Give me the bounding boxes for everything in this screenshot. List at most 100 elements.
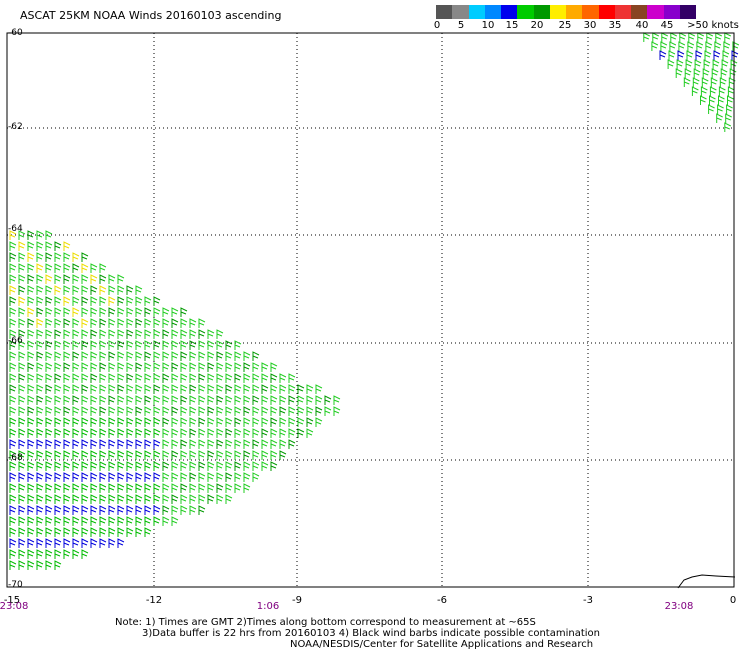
wind-barb <box>99 307 107 317</box>
wind-barb <box>99 538 107 548</box>
wind-barb <box>36 274 44 284</box>
wind-barb <box>108 428 116 438</box>
wind-barb <box>702 68 710 78</box>
coastline <box>677 574 736 589</box>
wind-barb <box>171 351 179 361</box>
wind-barb <box>153 373 161 383</box>
wind-barb <box>686 50 694 60</box>
wind-barb <box>45 362 53 372</box>
wind-barb <box>108 417 116 427</box>
wind-barb <box>216 450 224 460</box>
wind-barb <box>153 351 161 361</box>
wind-barb <box>81 296 89 306</box>
wind-barb <box>90 483 98 493</box>
colorbar-swatch <box>679 5 696 19</box>
wind-barb <box>709 95 716 105</box>
wind-barb <box>135 428 143 438</box>
wind-barb <box>162 307 170 317</box>
wind-barb <box>27 560 35 570</box>
colorbar-swatch <box>566 5 583 19</box>
wind-barb <box>234 483 242 493</box>
wind-barb <box>18 318 26 328</box>
wind-barb <box>324 395 332 405</box>
wind-barb <box>99 329 107 339</box>
wind-barb <box>54 560 62 570</box>
wind-barb <box>171 439 179 449</box>
wind-barb <box>198 428 206 438</box>
wind-barb <box>108 538 116 548</box>
lat-lon-grid <box>7 33 734 587</box>
wind-barb <box>171 340 179 350</box>
wind-barb <box>306 406 314 416</box>
wind-barb <box>700 95 707 105</box>
wind-barb <box>153 417 161 427</box>
wind-barb <box>27 483 35 493</box>
wind-barb <box>261 450 269 460</box>
wind-barb <box>90 527 98 537</box>
wind-barb <box>63 362 71 372</box>
wind-barb <box>81 472 89 482</box>
wind-barb <box>216 351 224 361</box>
wind-barb <box>36 252 44 262</box>
wind-barb <box>207 461 215 471</box>
wind-barb <box>261 362 269 372</box>
time-label-right: 23:08 <box>664 601 694 612</box>
wind-barb <box>727 95 734 105</box>
wind-barb <box>108 516 116 526</box>
wind-barb <box>315 417 323 427</box>
wind-barb <box>36 505 44 515</box>
wind-barb <box>189 362 197 372</box>
wind-barb <box>99 406 107 416</box>
wind-barb <box>126 296 134 306</box>
wind-barb <box>715 32 723 42</box>
wind-barb <box>9 230 17 240</box>
wind-barb <box>724 32 732 42</box>
wind-barb <box>234 395 242 405</box>
lat-label: -70 <box>8 580 23 590</box>
wind-barb <box>45 230 53 240</box>
wind-barb <box>705 41 713 51</box>
wind-barb <box>661 32 669 42</box>
wind-barb <box>108 483 116 493</box>
wind-barb <box>243 472 251 482</box>
wind-barb <box>9 461 17 471</box>
wind-barb <box>144 516 152 526</box>
wind-barb <box>9 373 17 383</box>
wind-barb <box>63 307 71 317</box>
wind-barb <box>72 285 80 295</box>
wind-barb <box>198 483 206 493</box>
wind-barb <box>261 373 269 383</box>
wind-barb <box>54 439 62 449</box>
wind-barb <box>108 285 116 295</box>
wind-barb <box>108 406 116 416</box>
wind-barb <box>18 483 26 493</box>
wind-barb <box>9 285 17 295</box>
wind-barb <box>144 461 152 471</box>
wind-barb <box>225 340 233 350</box>
wind-barb <box>720 68 728 78</box>
wind-barb <box>279 439 287 449</box>
wind-barb <box>72 538 80 548</box>
wind-barb <box>225 472 233 482</box>
wind-barb <box>710 77 718 87</box>
wind-barb <box>54 351 62 361</box>
wind-barb <box>72 450 80 460</box>
wind-barb <box>45 285 53 295</box>
wind-barb <box>108 296 116 306</box>
wind-barb <box>180 395 188 405</box>
wind-barb <box>171 417 179 427</box>
wind-barb <box>18 384 26 394</box>
wind-barb <box>18 439 26 449</box>
wind-barb <box>27 351 35 361</box>
wind-barb <box>117 362 125 372</box>
wind-barb <box>90 450 98 460</box>
wind-barb <box>225 406 233 416</box>
wind-barb <box>333 395 341 405</box>
wind-barb <box>126 483 134 493</box>
wind-barb <box>234 406 242 416</box>
wind-barb <box>45 252 53 262</box>
wind-barb <box>45 494 53 504</box>
wind-barb <box>252 384 260 394</box>
wind-barb <box>279 417 287 427</box>
wind-barb <box>27 263 35 273</box>
